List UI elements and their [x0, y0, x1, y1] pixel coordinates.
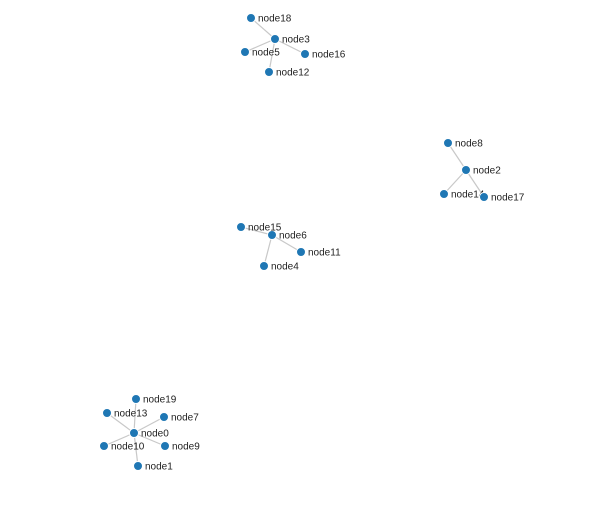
edge-node6-node11 [271, 234, 302, 253]
node-label: node4 [271, 262, 299, 273]
edge-node3-node12 [268, 38, 276, 73]
graph-node-node16[interactable]: node16 [300, 49, 346, 61]
node-dot[interactable] [236, 222, 246, 232]
nodes-layer: node0 node1 node2 node3 node4 node5 node6 node7… [99, 13, 525, 473]
node-dot[interactable] [160, 441, 170, 451]
node-label: node6 [279, 231, 307, 242]
node-dot[interactable] [240, 47, 250, 57]
graph-node-node5[interactable]: node5 [240, 47, 281, 59]
graph-node-node12[interactable]: node12 [264, 67, 310, 79]
edge-node6-node15 [240, 226, 273, 236]
graph-node-node11[interactable]: node11 [296, 247, 342, 259]
node-label: node18 [258, 14, 292, 25]
node-label: node13 [114, 409, 148, 420]
graph-node-node6[interactable]: node6 [267, 230, 308, 242]
node-dot[interactable] [99, 441, 109, 451]
graph-node-node14[interactable]: node14 [439, 189, 485, 201]
graph-node-node4[interactable]: node4 [259, 261, 300, 273]
node-dot[interactable] [129, 428, 139, 438]
node-dot[interactable] [439, 189, 449, 199]
edge-node3-node18 [250, 17, 276, 40]
node-label: node0 [141, 429, 169, 440]
node-dot[interactable] [159, 412, 169, 422]
graph-node-node1[interactable]: node1 [133, 461, 174, 473]
graph-node-node17[interactable]: node17 [479, 192, 525, 204]
node-dot[interactable] [461, 165, 471, 175]
node-dot[interactable] [246, 13, 256, 23]
edge-node0-node19 [133, 398, 137, 434]
edge-node3-node16 [274, 38, 306, 55]
node-label: node16 [312, 50, 346, 61]
graph-node-node8[interactable]: node8 [443, 138, 484, 150]
node-dot[interactable] [270, 34, 280, 44]
edge-node3-node5 [244, 38, 276, 53]
graph-node-node3[interactable]: node3 [270, 34, 311, 46]
node-label: node2 [473, 166, 501, 177]
node-dot[interactable] [267, 230, 277, 240]
node-label: node15 [248, 223, 282, 234]
edge-node6-node4 [263, 234, 273, 267]
node-label: node7 [171, 413, 199, 424]
node-label: node5 [252, 48, 280, 59]
graph-node-node15[interactable]: node15 [236, 222, 282, 234]
node-dot[interactable] [300, 49, 310, 59]
node-dot[interactable] [133, 461, 143, 471]
node-label: node17 [491, 193, 525, 204]
node-dot[interactable] [479, 192, 489, 202]
edge-node2-node17 [465, 169, 485, 198]
edge-node2-node8 [447, 142, 467, 171]
node-dot[interactable] [102, 408, 112, 418]
node-label: node1 [145, 462, 173, 473]
node-label: node9 [172, 442, 200, 453]
node-dot[interactable] [264, 67, 274, 77]
edge-node0-node13 [106, 412, 135, 434]
edge-node0-node9 [133, 432, 166, 447]
graph-node-node18[interactable]: node18 [246, 13, 292, 25]
node-label: node14 [451, 190, 485, 201]
graph-node-node2[interactable]: node2 [461, 165, 502, 177]
node-dot[interactable] [443, 138, 453, 148]
node-label: node10 [111, 442, 145, 453]
graph-node-node13[interactable]: node13 [102, 408, 148, 420]
graph-node-node9[interactable]: node9 [160, 441, 201, 453]
node-dot[interactable] [296, 247, 306, 257]
node-label: node3 [282, 35, 310, 46]
edge-node0-node7 [133, 416, 165, 434]
graph-node-node19[interactable]: node19 [131, 394, 177, 406]
edge-node0-node1 [133, 432, 139, 467]
node-label: node19 [143, 395, 177, 406]
node-label: node12 [276, 68, 310, 79]
node-dot[interactable] [259, 261, 269, 271]
graph-node-node0[interactable]: node0 [129, 428, 170, 440]
edge-node2-node14 [443, 169, 467, 195]
node-label: node11 [308, 248, 341, 259]
graph-node-node10[interactable]: node10 [99, 441, 145, 453]
graph-node-node7[interactable]: node7 [159, 412, 200, 424]
edge-node0-node10 [103, 432, 135, 447]
node-dot[interactable] [131, 394, 141, 404]
node-label: node8 [455, 139, 483, 150]
edges-layer [103, 17, 485, 467]
